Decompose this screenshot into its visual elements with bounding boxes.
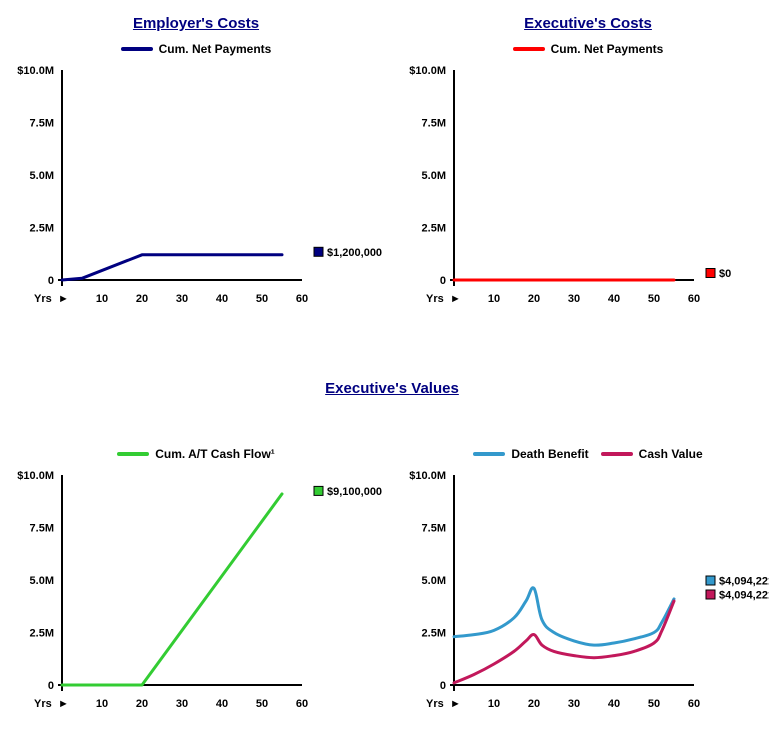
svg-text:7.5M: 7.5M <box>30 523 54 535</box>
end-value-label: $4,094,221 <box>719 576 769 588</box>
legend-item: Cash Value <box>601 447 703 461</box>
end-value-label: $0 <box>719 268 731 280</box>
svg-text:5.0M: 5.0M <box>422 170 446 182</box>
svg-text:60: 60 <box>296 293 308 305</box>
svg-text:►: ► <box>450 293 461 305</box>
svg-text:30: 30 <box>176 293 188 305</box>
svg-text:60: 60 <box>688 293 700 305</box>
end-marker <box>314 247 323 256</box>
svg-text:20: 20 <box>528 293 540 305</box>
series-line <box>62 255 282 280</box>
chart-cell-employer: Employer's Costs Cum. Net Payments $10.0M 7… <box>10 15 382 310</box>
end-marker <box>706 269 715 278</box>
end-marker <box>706 576 715 585</box>
series-line <box>454 588 674 645</box>
svg-text:40: 40 <box>608 698 620 710</box>
svg-text:50: 50 <box>648 698 660 710</box>
end-marker <box>706 590 715 599</box>
series-line <box>62 494 282 685</box>
legend: Cum. Net Payments <box>402 38 769 56</box>
svg-text:20: 20 <box>136 698 148 710</box>
legend: Cum. Net Payments <box>10 38 382 56</box>
legend-swatch <box>117 452 149 456</box>
svg-text:7.5M: 7.5M <box>30 118 54 130</box>
legend-swatch <box>601 452 633 456</box>
svg-text:Yrs: Yrs <box>34 698 52 710</box>
svg-text:►: ► <box>450 698 461 710</box>
legend-label: Cum. A/T Cash Flow¹ <box>155 447 275 461</box>
svg-text:40: 40 <box>216 698 228 710</box>
section-title-executive-costs: Executive's Costs <box>402 15 769 32</box>
svg-text:50: 50 <box>648 293 660 305</box>
end-value-label: $1,200,000 <box>327 247 382 259</box>
svg-text:10: 10 <box>488 698 500 710</box>
svg-text:5.0M: 5.0M <box>422 575 446 587</box>
legend-swatch <box>473 452 505 456</box>
legend: Death Benefit Cash Value <box>402 443 769 461</box>
chart-svg: $10.0M 7.5M 5.0M 2.5M 0 Yrs ► 10 20 30 40 50 60 $0 <box>402 60 769 310</box>
svg-text:40: 40 <box>216 293 228 305</box>
legend-label: Cum. Net Payments <box>159 42 272 56</box>
legend-item: Death Benefit <box>473 447 588 461</box>
legend-item: Cum. A/T Cash Flow¹ <box>117 447 275 461</box>
svg-text:0: 0 <box>48 275 54 287</box>
chart-svg: $10.0M 7.5M 5.0M 2.5M 0 Yrs ► 10 20 30 40 50 60 $4,09… <box>402 465 769 715</box>
svg-text:0: 0 <box>440 275 446 287</box>
svg-text:Yrs: Yrs <box>34 293 52 305</box>
svg-text:50: 50 <box>256 293 268 305</box>
svg-text:10: 10 <box>96 293 108 305</box>
svg-text:2.5M: 2.5M <box>422 628 446 640</box>
end-value-label: $9,100,000 <box>327 486 382 498</box>
legend: Cum. A/T Cash Flow¹ <box>10 443 382 461</box>
svg-text:7.5M: 7.5M <box>422 118 446 130</box>
svg-text:5.0M: 5.0M <box>30 575 54 587</box>
chart-svg: $10.0M 7.5M 5.0M 2.5M 0 Yrs ► 10 20 30 40 50 60 $9,10… <box>10 465 382 715</box>
svg-text:20: 20 <box>528 698 540 710</box>
svg-text:0: 0 <box>440 680 446 692</box>
svg-text:0: 0 <box>48 680 54 692</box>
svg-text:7.5M: 7.5M <box>422 523 446 535</box>
svg-text:►: ► <box>58 698 69 710</box>
svg-text:2.5M: 2.5M <box>30 223 54 235</box>
svg-text:30: 30 <box>568 293 580 305</box>
legend-item: Cum. Net Payments <box>121 42 272 56</box>
legend-swatch <box>121 47 153 51</box>
svg-text:$10.0M: $10.0M <box>409 65 446 77</box>
legend-swatch <box>513 47 545 51</box>
svg-text:10: 10 <box>96 698 108 710</box>
svg-text:2.5M: 2.5M <box>422 223 446 235</box>
svg-text:$10.0M: $10.0M <box>409 470 446 482</box>
legend-label: Cash Value <box>639 447 703 461</box>
chart-cell-values: Death Benefit Cash Value $10.0M 7.5M 5.0M 2.5… <box>402 443 769 715</box>
svg-text:30: 30 <box>176 698 188 710</box>
end-value-label: $4,094,221 <box>719 590 769 602</box>
legend-item: Cum. Net Payments <box>513 42 664 56</box>
svg-text:Yrs: Yrs <box>426 698 444 710</box>
series-line <box>454 601 674 683</box>
end-marker <box>314 486 323 495</box>
svg-text:2.5M: 2.5M <box>30 628 54 640</box>
svg-text:10: 10 <box>488 293 500 305</box>
svg-text:30: 30 <box>568 698 580 710</box>
svg-text:$10.0M: $10.0M <box>17 470 54 482</box>
chart-cell-cashflow: Cum. A/T Cash Flow¹ $10.0M 7.5M 5.0M 2.5M 0 Yr… <box>10 443 382 715</box>
chart-cell-exec-costs: Executive's Costs Cum. Net Payments $10.0M… <box>402 15 769 310</box>
svg-text:60: 60 <box>296 698 308 710</box>
svg-text:$10.0M: $10.0M <box>17 65 54 77</box>
svg-text:5.0M: 5.0M <box>30 170 54 182</box>
section-title-executive-values: Executive's Values <box>10 380 769 397</box>
svg-text:►: ► <box>58 293 69 305</box>
svg-text:40: 40 <box>608 293 620 305</box>
svg-text:Yrs: Yrs <box>426 293 444 305</box>
legend-label: Death Benefit <box>511 447 588 461</box>
svg-text:60: 60 <box>688 698 700 710</box>
section-title-employer-costs: Employer's Costs <box>10 15 382 32</box>
chart-svg: $10.0M 7.5M 5.0M 2.5M 0 Yrs ► 10 20 30 40 50 60 $1,20… <box>10 60 382 310</box>
svg-text:20: 20 <box>136 293 148 305</box>
legend-label: Cum. Net Payments <box>551 42 664 56</box>
svg-text:50: 50 <box>256 698 268 710</box>
